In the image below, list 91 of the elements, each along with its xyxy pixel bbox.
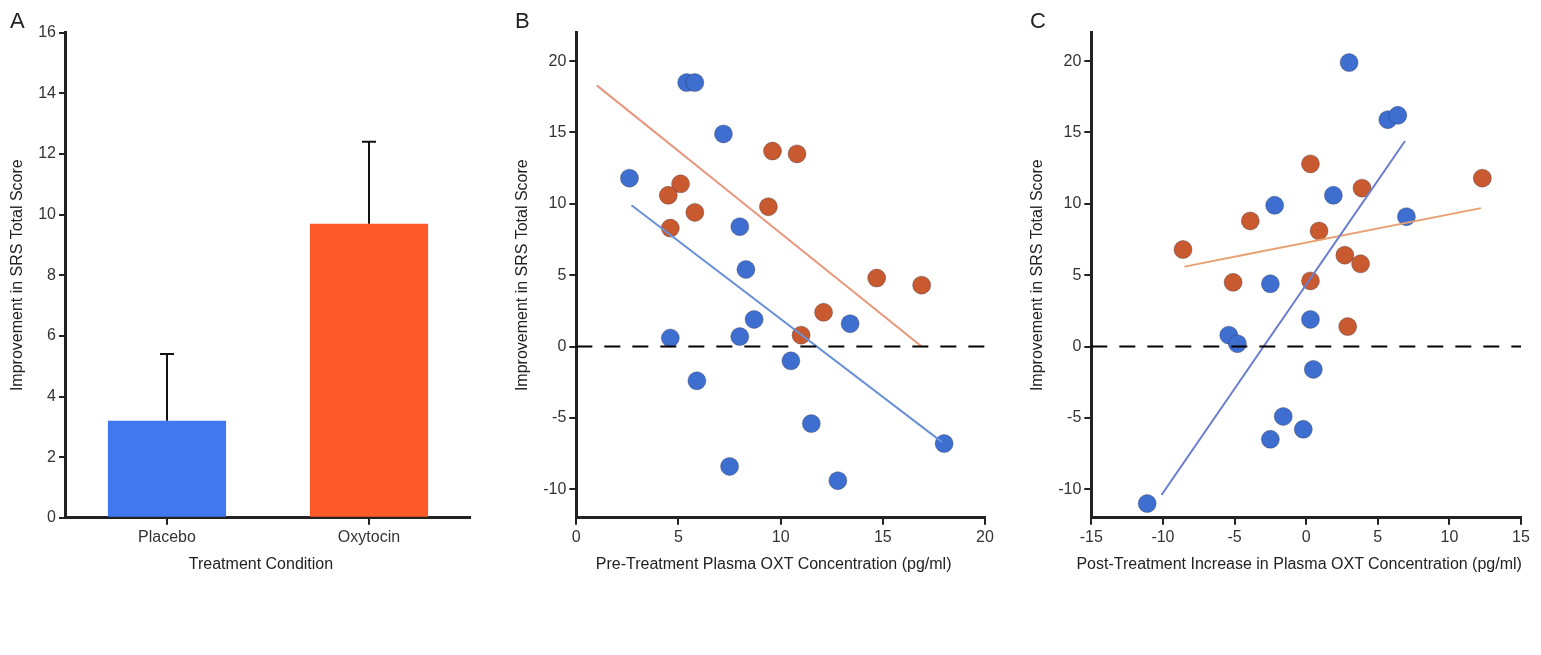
point bbox=[687, 371, 707, 391]
y-tick-label: -10 bbox=[1058, 479, 1082, 497]
y-tick-label: 0 bbox=[557, 336, 567, 354]
y-tick-label: 20 bbox=[1063, 51, 1082, 69]
x-tick-label: 5 bbox=[1373, 527, 1383, 545]
point bbox=[1223, 272, 1243, 292]
y-tick-label: -5 bbox=[552, 408, 567, 426]
point bbox=[1309, 221, 1329, 241]
point bbox=[1240, 211, 1260, 231]
x-tick-label: 10 bbox=[771, 527, 790, 545]
y-tick-label: 15 bbox=[1063, 122, 1082, 140]
point bbox=[1338, 317, 1358, 337]
point bbox=[1260, 274, 1280, 294]
point bbox=[1137, 494, 1157, 514]
y-tick-label: 8 bbox=[47, 265, 57, 283]
point bbox=[1173, 240, 1193, 260]
point bbox=[1300, 309, 1320, 329]
y-axis-title: Improvement in SRS Total Score bbox=[1028, 159, 1046, 392]
point bbox=[658, 185, 678, 205]
x-tick-label: 5 bbox=[674, 527, 684, 545]
point bbox=[1351, 254, 1371, 274]
chart-title: B bbox=[515, 8, 530, 34]
x-tick-label: -15 bbox=[1079, 527, 1103, 545]
y-tick-label: 5 bbox=[557, 265, 567, 283]
x-tick-label: 0 bbox=[1301, 527, 1311, 545]
x-tick-label: Placebo bbox=[138, 527, 197, 545]
point bbox=[619, 168, 639, 188]
x-tick-label: 15 bbox=[873, 527, 892, 545]
y-axis-title: Improvement in SRS Total Score bbox=[513, 159, 531, 392]
point bbox=[840, 314, 860, 334]
y-tick-label: 12 bbox=[38, 144, 57, 162]
point bbox=[744, 309, 764, 329]
y-tick-label: 2 bbox=[47, 447, 57, 465]
point bbox=[1300, 154, 1320, 174]
point bbox=[1352, 178, 1372, 198]
y-tick-label: 6 bbox=[47, 326, 57, 344]
y-tick-label: 15 bbox=[548, 122, 567, 140]
point bbox=[912, 275, 932, 295]
y-tick-label: -5 bbox=[1067, 408, 1082, 426]
point bbox=[781, 351, 801, 371]
y-tick-label: 4 bbox=[47, 386, 57, 404]
x-tick-label: Oxytocin bbox=[337, 527, 401, 545]
x-tick-label: -5 bbox=[1227, 527, 1242, 545]
point bbox=[730, 217, 750, 237]
y-tick-label: 0 bbox=[1072, 336, 1082, 354]
chart-title: C bbox=[1030, 8, 1046, 34]
point bbox=[1339, 53, 1359, 73]
chart-title: A bbox=[10, 8, 25, 34]
x-tick-label: 15 bbox=[1512, 527, 1530, 545]
point bbox=[762, 141, 782, 161]
point bbox=[1472, 168, 1492, 188]
y-tick-label: 10 bbox=[548, 194, 567, 212]
point bbox=[671, 174, 691, 194]
point bbox=[1293, 419, 1313, 439]
y-tick-label: 20 bbox=[548, 51, 567, 69]
point bbox=[1303, 359, 1323, 379]
point bbox=[934, 434, 954, 454]
point bbox=[736, 259, 756, 279]
x-axis-title: Pre-Treatment Plasma OXT Concentration (pg/ml) bbox=[595, 555, 952, 572]
point bbox=[1260, 429, 1280, 449]
point bbox=[1273, 406, 1293, 426]
point bbox=[867, 268, 887, 288]
point bbox=[660, 328, 680, 348]
point bbox=[801, 414, 821, 434]
x-tick-label: 10 bbox=[1440, 527, 1459, 545]
x-tick-label: 0 bbox=[571, 527, 581, 545]
x-tick-label: 20 bbox=[976, 527, 994, 545]
point bbox=[1265, 195, 1285, 215]
point bbox=[713, 124, 733, 144]
y-tick-label: 16 bbox=[38, 23, 57, 41]
point bbox=[758, 197, 778, 217]
point bbox=[814, 302, 834, 322]
y-tick-label: 5 bbox=[1072, 265, 1082, 283]
x-axis-title: Treatment Condition bbox=[188, 555, 334, 572]
point bbox=[685, 202, 705, 222]
point bbox=[730, 327, 750, 347]
y-tick-label: 14 bbox=[38, 83, 57, 101]
point bbox=[1388, 105, 1408, 125]
point bbox=[1335, 245, 1355, 265]
point bbox=[685, 73, 705, 93]
point bbox=[720, 456, 740, 476]
point bbox=[1323, 185, 1343, 205]
x-axis-title: Post-Treatment Increase in Plasma OXT Concentration (pg/ml) bbox=[1076, 555, 1522, 572]
y-axis-title: Improvement in SRS Total Score bbox=[8, 159, 26, 392]
x-tick-label: -10 bbox=[1151, 527, 1175, 545]
y-tick-label: 10 bbox=[38, 204, 57, 222]
y-tick-label: 10 bbox=[1063, 194, 1082, 212]
y-tick-label: 0 bbox=[47, 508, 57, 526]
point bbox=[787, 144, 807, 164]
y-tick-label: -10 bbox=[543, 479, 567, 497]
point bbox=[828, 471, 848, 491]
